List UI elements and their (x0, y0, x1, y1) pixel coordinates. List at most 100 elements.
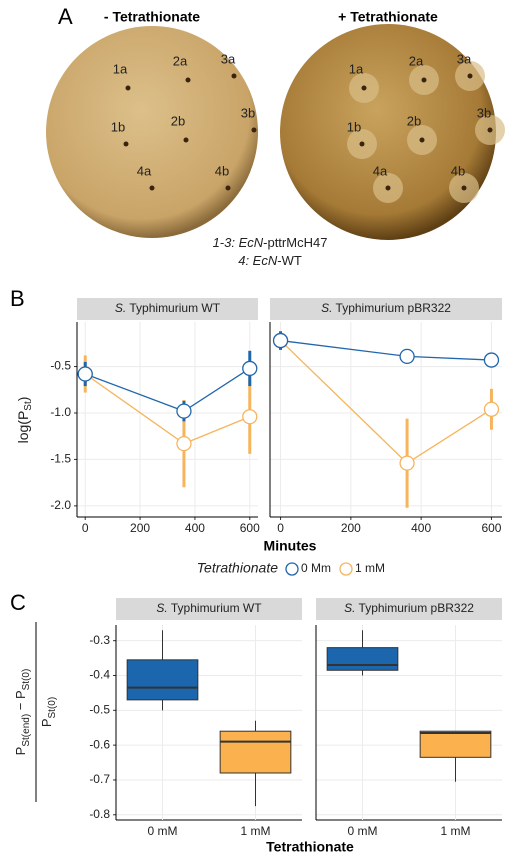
facet-strip (270, 298, 502, 320)
y-tick-label: -0.7 (89, 772, 110, 786)
well (419, 137, 425, 143)
facet-title-part: Typhimurium WT (168, 601, 262, 615)
panel-label: A (58, 4, 73, 29)
data-point (242, 360, 258, 377)
well-label: 3a (221, 51, 236, 66)
data-point (483, 401, 500, 417)
caption: 4: EcN-WT (238, 253, 302, 268)
x-axis-title: Minutes (264, 538, 317, 554)
legend-symbol (285, 562, 299, 576)
facet-strip (316, 598, 502, 620)
well-label: 2b (407, 113, 421, 128)
caption-part: -WT (277, 253, 302, 268)
legend-title: Tetrathionate (197, 560, 278, 576)
facet-strip (116, 598, 302, 620)
y-tick-label: -0.8 (89, 807, 110, 821)
numerator: PSt(end) − PSt(0) (13, 669, 31, 756)
panel-label: C (10, 590, 26, 615)
caption-part: 4: EcN (238, 253, 278, 268)
x-tick-label: 600 (481, 521, 501, 535)
x-tick-label: 200 (130, 521, 150, 535)
data-point (242, 409, 258, 425)
data-point (399, 455, 415, 471)
facet-title-part: S. (344, 601, 355, 615)
facet-strip (77, 298, 258, 320)
well-label: 3a (457, 51, 472, 66)
caption: 1-3: EcN-pttrMcH47 (213, 235, 328, 250)
well (467, 73, 473, 79)
data-point (399, 348, 415, 365)
x-axis-title: Tetrathionate (266, 839, 354, 855)
facet-title-part: Typhimurium pBR322 (355, 601, 474, 615)
panel-label: B (10, 286, 25, 311)
y-tick-label: -0.6 (89, 737, 110, 751)
y-tick-label: -0.3 (89, 633, 110, 647)
well (123, 141, 129, 147)
denominator: PSt(0) (39, 697, 57, 727)
facet-title-part: Typhimurium pBR322 (332, 301, 451, 315)
well-label: 4b (215, 163, 229, 178)
facet-title: S. Typhimurium pBR322 (344, 601, 474, 615)
well (185, 77, 191, 83)
well (231, 73, 237, 79)
well (461, 185, 467, 191)
box (419, 730, 492, 758)
axis-title-part: P (13, 747, 28, 756)
well (487, 127, 493, 133)
well-label: 3b (477, 105, 491, 120)
well-label: 2a (409, 53, 424, 68)
well (125, 85, 131, 91)
axis-title-part: P (39, 719, 54, 728)
x-tick-label: 0 mM (148, 824, 178, 838)
well-label: 4a (373, 163, 388, 178)
x-tick-label: 400 (411, 521, 431, 535)
well (385, 185, 391, 191)
axis-title-part: − P (13, 690, 28, 714)
well (225, 185, 231, 191)
caption-part: -pttrMcH47 (263, 235, 327, 250)
x-tick-label: 0 (82, 521, 89, 535)
well (251, 127, 257, 133)
series-line (84, 367, 251, 412)
plate (280, 24, 496, 240)
facet-title: S. Typhimurium pBR322 (321, 301, 451, 315)
axis-title-part: St (23, 401, 34, 411)
y-tick-label: -1.0 (50, 405, 71, 419)
plate (46, 26, 258, 238)
well-label: 1a (349, 61, 364, 76)
y-tick-label: -0.4 (89, 668, 110, 682)
data-point (483, 352, 500, 368)
y-tick-label: -0.5 (50, 359, 71, 373)
y-tick-label: -0.5 (89, 702, 110, 716)
facet-title-part: S. (115, 301, 126, 315)
legend-symbol (339, 562, 353, 576)
axis-title-part: St(end) (21, 714, 32, 747)
data-point (176, 435, 192, 452)
well (359, 141, 365, 147)
legend-label: 0 Mm (301, 561, 331, 575)
box (126, 659, 199, 701)
box (219, 730, 292, 774)
well (421, 77, 427, 83)
x-tick-label: 0 (277, 521, 284, 535)
facet-title: S. Typhimurium WT (156, 601, 262, 615)
well-label: 1a (113, 61, 128, 76)
data-point (272, 332, 289, 349)
axis-title-part: ) (15, 397, 31, 402)
facet-title: S. Typhimurium WT (115, 301, 221, 315)
facet-title-part: S. (321, 301, 332, 315)
x-tick-label: 1 mM (241, 824, 271, 838)
plate-title: - Tetrathionate (104, 9, 200, 25)
axis-title-part: log(P (15, 411, 31, 444)
plate-title: + Tetrathionate (338, 9, 438, 25)
axis-title-part: St(0) (47, 697, 58, 719)
y-axis-title: PSt(end) − PSt(0)PSt(0) (13, 622, 58, 802)
well (149, 185, 155, 191)
facet-title-part: S. (156, 601, 167, 615)
well-label: 2a (173, 53, 188, 68)
data-point (176, 403, 192, 419)
y-tick-label: -1.5 (50, 452, 71, 466)
well-label: 4a (137, 163, 152, 178)
